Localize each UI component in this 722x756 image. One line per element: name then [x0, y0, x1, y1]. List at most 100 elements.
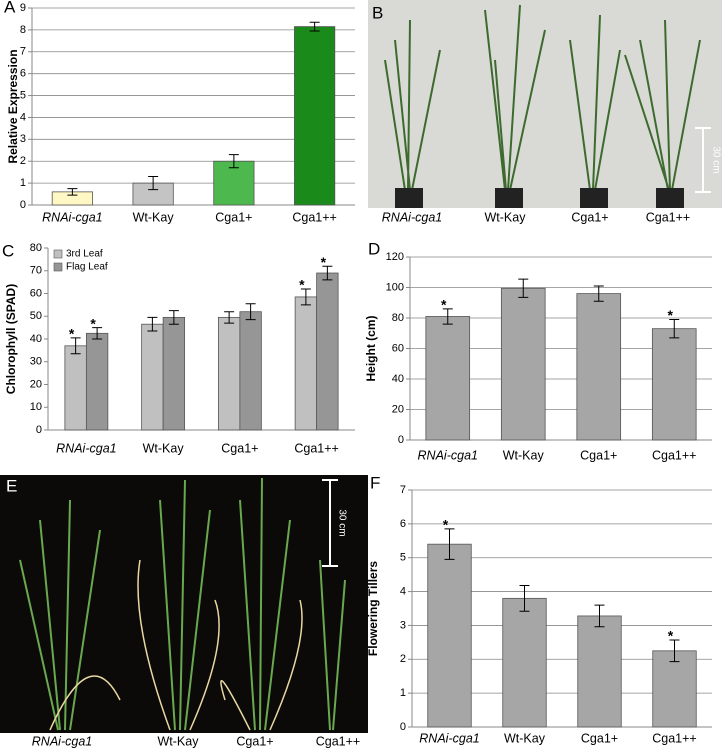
panel-letter: F	[370, 473, 380, 492]
y-axis-label: Flowering Tillers	[366, 561, 380, 656]
photo-label: Wt-Kay	[485, 210, 527, 224]
y-tick-label: 10	[30, 401, 42, 413]
y-tick-label: 5	[20, 89, 26, 101]
bar	[502, 597, 547, 728]
significance-marker: *	[69, 326, 75, 342]
x-tick-label: Cga1+	[215, 210, 252, 224]
x-tick-label: Wt-Kay	[504, 731, 546, 745]
significance-marker: *	[299, 277, 305, 293]
error-bar	[518, 278, 529, 298]
scale-bar	[695, 127, 711, 193]
legend-swatch	[53, 249, 63, 259]
error-bar	[148, 176, 159, 191]
bar	[217, 316, 241, 431]
x-tick-label: Cga1+	[221, 441, 258, 455]
error-bar	[300, 288, 311, 306]
scale-label: 30 cm	[336, 509, 347, 536]
error-bar	[669, 319, 680, 339]
legend-label: Flag Leaf	[66, 262, 108, 273]
y-tick-label: 2	[20, 155, 26, 167]
x-tick-label: Wt-Kay	[133, 210, 175, 224]
straw-strokes	[49, 559, 303, 731]
y-tick-label: 6	[20, 68, 26, 80]
bar	[141, 323, 164, 431]
photo-e	[0, 475, 368, 733]
error-bar	[309, 21, 320, 32]
y-tick-label: 100	[386, 281, 404, 293]
x-tick-label: Cga1+	[580, 448, 617, 462]
panel-letter: E	[6, 476, 17, 495]
y-tick-label: 0	[400, 721, 406, 733]
x-tick-label: Cga1++	[292, 210, 336, 224]
y-tick-label: 9	[20, 2, 26, 14]
y-axis-label: Chlorophyll (SPAD)	[4, 284, 18, 394]
significance-marker: *	[441, 297, 447, 313]
significance-marker: *	[321, 254, 327, 270]
bar	[85, 332, 109, 431]
y-tick-label: 120	[386, 251, 404, 263]
bar	[64, 345, 87, 431]
bar	[576, 293, 622, 441]
y-tick-label: 20	[392, 403, 404, 415]
y-tick-label: 20	[30, 378, 42, 390]
significance-marker: *	[443, 517, 449, 533]
photo-label: Cga1++	[646, 210, 690, 224]
photo-b	[368, 0, 722, 208]
error-bar	[168, 310, 179, 325]
x-tick-label: Wt-Kay	[143, 441, 185, 455]
x-tick-label: RNAi-cga1	[42, 210, 102, 224]
significance-marker: *	[90, 315, 96, 331]
error-bar	[444, 528, 455, 560]
panel-letter: D	[368, 239, 380, 258]
error-bar	[442, 308, 453, 325]
bar	[425, 316, 471, 441]
scale-bar	[322, 479, 338, 567]
y-tick-label: 0	[20, 199, 26, 211]
error-bar	[322, 265, 333, 281]
x-tick-label: Cga1++	[652, 731, 696, 745]
bar	[294, 296, 318, 431]
y-tick-label: 80	[392, 312, 404, 324]
significance-marker: *	[668, 628, 674, 644]
legend-label: 3rd Leaf	[66, 249, 103, 260]
x-tick-label: Wt-Kay	[503, 448, 545, 462]
photo-label: Wt-Kay	[158, 734, 200, 748]
y-tick-label: 7	[400, 484, 406, 496]
error-bar	[245, 303, 256, 321]
y-tick-label: 50	[30, 310, 42, 322]
plant-strokes	[384, 4, 701, 191]
photo-label: Cga1+	[571, 210, 608, 224]
error-bar	[224, 311, 235, 324]
error-bar	[228, 154, 239, 169]
error-bar	[594, 604, 605, 628]
y-tick-label: 8	[20, 24, 26, 36]
y-tick-label: 40	[392, 373, 404, 385]
error-bar	[669, 639, 680, 663]
y-tick-label: 3	[20, 133, 26, 145]
panel-letter: B	[372, 3, 383, 22]
pots	[395, 188, 684, 208]
bar	[239, 311, 262, 431]
x-tick-label: Cga1++	[652, 448, 696, 462]
photo-label: Cga1+	[236, 734, 273, 748]
error-bar	[70, 337, 81, 355]
y-tick-label: 0	[36, 424, 42, 436]
y-tick-label: 1	[400, 687, 406, 699]
y-tick-label: 70	[30, 265, 42, 277]
bar	[577, 615, 622, 728]
y-tick-label: 30	[30, 356, 42, 368]
y-tick-label: 6	[400, 518, 406, 530]
error-bar	[593, 285, 604, 302]
error-bar	[147, 316, 158, 332]
y-tick-label: 40	[30, 333, 42, 345]
bar	[294, 26, 336, 206]
bar	[651, 328, 697, 441]
scale-label: 30 cm	[710, 146, 721, 173]
y-tick-label: 4	[400, 585, 406, 597]
x-tick-label: Cga1+	[581, 731, 618, 745]
y-tick-label: 60	[392, 342, 404, 354]
bar	[162, 316, 186, 431]
panel-letter: A	[4, 0, 16, 16]
x-tick-label: Cga1++	[294, 441, 338, 455]
